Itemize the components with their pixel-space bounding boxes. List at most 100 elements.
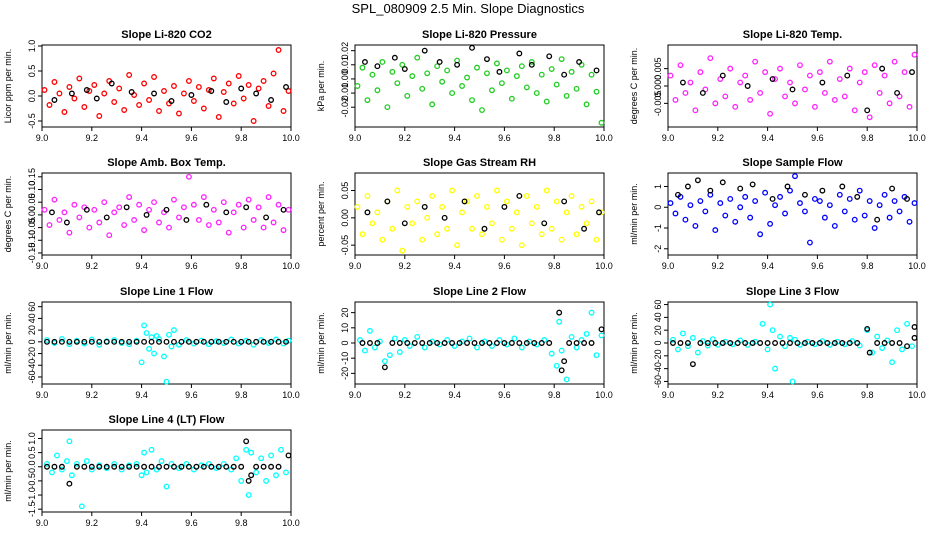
x-tick-label: 9.6 bbox=[498, 261, 511, 271]
data-point bbox=[704, 342, 711, 349]
data-point bbox=[772, 340, 779, 346]
y-tick-label: 0.5 bbox=[27, 446, 37, 459]
data-point bbox=[83, 206, 90, 213]
data-point bbox=[466, 335, 473, 342]
data-point bbox=[787, 334, 793, 341]
data-point bbox=[141, 463, 148, 470]
data-point bbox=[245, 338, 252, 345]
data-point bbox=[424, 70, 431, 77]
data-point bbox=[722, 212, 729, 219]
data-point bbox=[381, 358, 388, 365]
data-point bbox=[103, 214, 110, 221]
x-tick-label: 9.2 bbox=[399, 133, 412, 143]
data-point bbox=[769, 327, 776, 334]
data-point bbox=[767, 301, 774, 308]
y-tick-label: -0.10 bbox=[27, 230, 37, 251]
data-point bbox=[126, 341, 133, 348]
data-point bbox=[362, 59, 368, 65]
data-point bbox=[371, 344, 378, 351]
data-point bbox=[183, 217, 190, 223]
data-point bbox=[374, 340, 381, 346]
series-2 bbox=[679, 65, 915, 114]
data-point bbox=[230, 463, 237, 470]
data-point bbox=[283, 84, 289, 90]
data-point bbox=[864, 325, 871, 332]
data-point bbox=[787, 187, 793, 194]
data-point bbox=[441, 340, 448, 346]
y-tick-label: 1.0 bbox=[27, 432, 37, 445]
data-point bbox=[747, 96, 754, 103]
data-point bbox=[391, 54, 398, 61]
data-point bbox=[156, 338, 162, 345]
data-point bbox=[732, 103, 739, 110]
data-point bbox=[702, 208, 709, 215]
series-2 bbox=[362, 44, 600, 78]
x-tick-label: 9.6 bbox=[498, 390, 511, 400]
data-point bbox=[841, 93, 848, 100]
data-point bbox=[146, 206, 153, 213]
data-point bbox=[727, 195, 734, 202]
x-tick-label: 9.4 bbox=[135, 133, 148, 143]
data-point bbox=[449, 187, 456, 194]
data-point bbox=[73, 463, 80, 470]
y-tick-label: 10 bbox=[340, 323, 350, 333]
data-point bbox=[88, 466, 95, 473]
x-tick-label: 9.4 bbox=[135, 518, 148, 528]
data-point bbox=[876, 89, 883, 96]
x-tick-label: 9.8 bbox=[861, 133, 874, 143]
data-point bbox=[230, 209, 237, 216]
data-point bbox=[598, 209, 605, 216]
data-point bbox=[399, 247, 406, 254]
data-point bbox=[846, 340, 853, 346]
data-point bbox=[108, 80, 115, 87]
data-point bbox=[208, 338, 215, 345]
data-point bbox=[190, 201, 197, 208]
data-point bbox=[583, 330, 590, 337]
y-tick-label: 0.10 bbox=[27, 181, 37, 199]
y-tick-label: -0.5 bbox=[27, 113, 37, 129]
data-point bbox=[58, 463, 65, 470]
x-tick-label: 9.0 bbox=[662, 133, 675, 143]
data-point bbox=[245, 196, 252, 203]
data-point bbox=[51, 338, 58, 345]
panel-6: Slope Sample Flow 9.0 9.2 9.4 9.6 9.8 10.0 -2 -1… bbox=[629, 157, 926, 271]
data-point bbox=[889, 340, 896, 346]
data-point bbox=[106, 232, 113, 239]
series-1 bbox=[41, 47, 292, 124]
x-tick-label: 9.2 bbox=[399, 261, 412, 271]
data-point bbox=[93, 95, 100, 102]
data-point bbox=[223, 463, 230, 470]
data-point bbox=[263, 214, 270, 221]
data-point bbox=[178, 338, 185, 345]
data-point bbox=[133, 338, 140, 345]
data-point bbox=[364, 209, 371, 216]
data-point bbox=[66, 229, 73, 236]
data-point bbox=[215, 219, 222, 226]
data-point bbox=[762, 69, 769, 76]
data-point bbox=[816, 198, 823, 204]
data-point bbox=[136, 102, 143, 108]
data-point bbox=[389, 225, 396, 232]
data-point bbox=[235, 201, 242, 208]
data-point bbox=[692, 222, 699, 229]
x-tick-label: 9.6 bbox=[498, 133, 511, 143]
data-point bbox=[68, 90, 75, 97]
panel-8: Slope Line 2 Flow 9.0 9.2 9.4 9.6 9.8 10.0 -20 -… bbox=[316, 286, 613, 400]
panel-title: Slope Li-820 Temp. bbox=[743, 29, 842, 41]
data-point bbox=[861, 212, 868, 219]
data-point bbox=[208, 463, 215, 470]
data-point bbox=[146, 97, 153, 103]
data-point bbox=[719, 72, 726, 79]
data-point bbox=[469, 97, 475, 104]
data-point bbox=[553, 81, 560, 88]
data-point bbox=[389, 68, 396, 75]
panel-title: Slope Amb. Box Temp. bbox=[107, 157, 226, 169]
data-point bbox=[205, 222, 212, 228]
data-point bbox=[712, 100, 719, 107]
data-point bbox=[802, 340, 808, 346]
data-point bbox=[285, 206, 292, 213]
data-point bbox=[484, 203, 490, 210]
y-tick-label: 40 bbox=[27, 313, 37, 323]
data-point bbox=[787, 340, 793, 346]
data-point bbox=[73, 460, 80, 467]
